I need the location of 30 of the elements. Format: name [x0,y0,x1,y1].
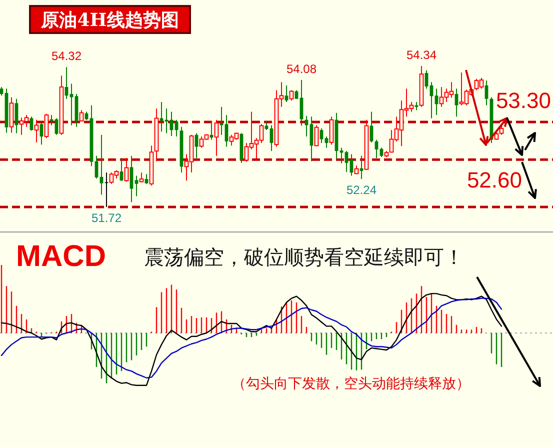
candlestick [344,150,348,173]
candlestick [454,88,458,118]
chart-title: MACD [16,240,106,273]
candlestick [34,119,39,143]
candlestick [160,102,164,132]
candlestick [79,110,84,122]
candlestick [284,84,288,103]
candlestick [134,175,138,197]
annotation: 51.72 [91,211,122,225]
annotation: 震荡偏空，破位顺势看空延续即可！ [144,245,464,269]
annotation: 52.24 [346,183,377,198]
candlestick [289,90,294,101]
candlestick [314,124,319,147]
candlestick [44,113,49,139]
candlestick [370,111,374,143]
candlestick [214,119,219,156]
candlestick [104,172,108,208]
candlestick [144,174,148,184]
annotation: （勾头向下发散，空头动能持续释放） [232,376,470,392]
ref-line-label: 52.60 [466,168,522,193]
annotation: 54.32 [51,49,82,64]
chart-title: 原油4H线趋势图 [40,10,179,31]
candlestick [329,116,334,146]
ref-line-label: 53.30 [496,88,551,113]
annotation: 54.08 [286,62,317,76]
candlestick [124,158,129,182]
candlestick [9,96,14,134]
annotation: 54.34 [406,48,437,62]
candlestick [224,114,228,148]
candlestick [324,136,328,148]
